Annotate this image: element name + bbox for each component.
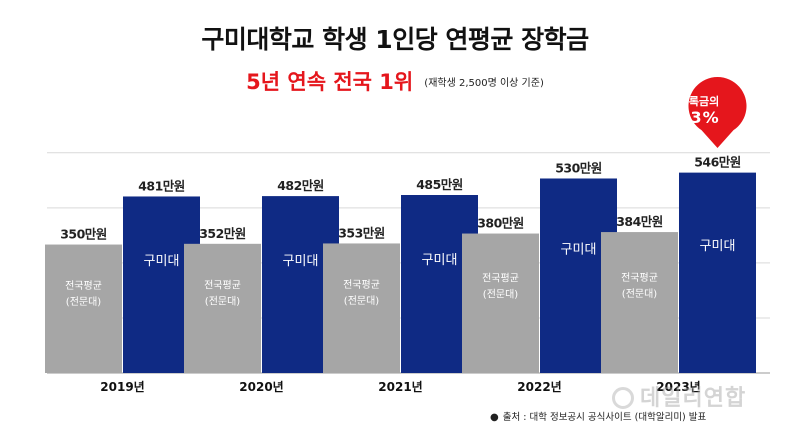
bar-national-1	[45, 244, 122, 373]
value-label-national-4: 380만원	[477, 216, 524, 231]
category-label-1: 2019년	[100, 380, 144, 394]
watermark-logo-icon	[612, 387, 634, 409]
value-label-national-1: 350만원	[60, 227, 107, 242]
bar-inner-label-gumi-4-0: 구미대	[561, 243, 597, 258]
value-label-national-5: 384만원	[616, 214, 663, 229]
watermark: 데일리연합	[612, 380, 746, 412]
callout-value: 93%	[678, 108, 720, 127]
chart-subtitle: 5년 연속 전국 1위	[246, 70, 414, 94]
bar-inner-label-national-2-0: 전국평균	[204, 279, 241, 291]
bar-gumi-5	[679, 172, 756, 373]
bar-inner-label-national-1-1: (전문대)	[66, 296, 102, 308]
bar-inner-label-national-4-0: 전국평균	[482, 273, 519, 285]
source-note: ● 출처 : 대학 정보공시 공식사이트 (대학알리미) 발표	[490, 409, 706, 423]
bar-national-2	[184, 243, 261, 373]
bar-inner-label-national-4-1: (전문대)	[483, 289, 519, 301]
value-label-national-3: 353만원	[338, 225, 385, 240]
bar-inner-label-national-3-0: 전국평균	[343, 279, 380, 291]
bar-inner-label-national-3-1: (전문대)	[344, 295, 380, 307]
bar-inner-label-national-1-0: 전국평균	[65, 280, 102, 292]
chart-subnote: (재학생 2,500명 이상 기준)	[424, 78, 544, 89]
chart-title: 구미대학교 학생 1인당 연평균 장학금	[201, 25, 589, 54]
bullet-icon: ●	[490, 412, 499, 423]
value-label-gumi-2: 482만원	[277, 178, 324, 193]
category-label-2: 2020년	[239, 380, 283, 394]
bar-inner-label-national-2-1: (전문대)	[205, 295, 241, 307]
category-label-5: 2023년	[656, 380, 700, 394]
bar-inner-label-gumi-1-0: 구미대	[144, 254, 180, 269]
value-label-gumi-4: 530만원	[555, 160, 602, 175]
value-label-gumi-1: 481만원	[138, 178, 185, 193]
subtitle-row: 5년 연속 전국 1위 (재학생 2,500명 이상 기준)	[0, 66, 790, 96]
category-label-4: 2022년	[517, 380, 561, 394]
bar-national-4	[462, 233, 539, 373]
callout-label: 등록금의	[678, 95, 720, 108]
bar-national-3	[323, 243, 400, 373]
bar-inner-label-gumi-3-0: 구미대	[422, 253, 458, 268]
bar-inner-label-gumi-2-0: 구미대	[283, 254, 319, 269]
bar-inner-label-national-5-0: 전국평균	[621, 272, 658, 284]
value-label-gumi-3: 485만원	[416, 177, 463, 192]
bar-national-5	[601, 232, 678, 373]
value-label-gumi-5: 546만원	[694, 155, 741, 170]
bar-inner-label-gumi-5-0: 구미대	[700, 239, 736, 254]
bar-inner-label-national-5-1: (전문대)	[622, 288, 658, 300]
callout-pin-icon	[688, 76, 747, 148]
value-label-national-2: 352만원	[199, 226, 246, 241]
source-text: 출처 : 대학 정보공시 공식사이트 (대학알리미) 발표	[502, 412, 707, 423]
watermark-text: 데일리연합	[640, 386, 747, 411]
category-label-3: 2021년	[378, 380, 422, 394]
